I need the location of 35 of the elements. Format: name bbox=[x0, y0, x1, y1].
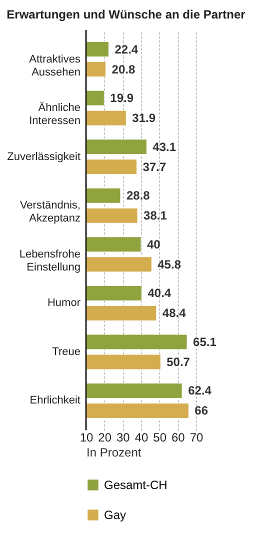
legend-label: Gay bbox=[104, 508, 126, 522]
data-label: 28.8 bbox=[126, 188, 150, 203]
y-tick-label: Attraktives Aussehen bbox=[29, 53, 81, 78]
legend-label: Gesamt-CH bbox=[104, 478, 168, 492]
data-label: 62.4 bbox=[188, 384, 212, 398]
x-tick-label: 70 bbox=[190, 430, 204, 444]
data-label: 20.8 bbox=[112, 62, 136, 76]
y-tick-label: Zuverlässigkeit bbox=[7, 150, 80, 163]
x-tick-label: 40 bbox=[134, 430, 148, 444]
x-tick-label: 30 bbox=[116, 430, 130, 444]
y-tick-label: Verständnis, Akzeptanz bbox=[20, 200, 80, 225]
data-label: 19.9 bbox=[110, 91, 134, 106]
y-tick-label: Ehrlichkeit bbox=[30, 394, 80, 407]
x-axis-title: In Prozent bbox=[86, 446, 142, 460]
x-tick-label: 10 bbox=[80, 430, 94, 444]
chart-title: Erwartungen und Wünsche an die Partner bbox=[6, 7, 246, 22]
y-tick-label: Ähnliche Interessen bbox=[29, 101, 80, 128]
y-tick-label: Humor bbox=[47, 297, 81, 310]
data-label: 50.7 bbox=[166, 354, 190, 369]
x-tick-label: 20 bbox=[98, 430, 112, 444]
data-label: 31.9 bbox=[132, 111, 156, 126]
x-tick-label: 60 bbox=[171, 430, 186, 444]
data-label: 37.7 bbox=[142, 160, 166, 174]
x-tick-label: 50 bbox=[153, 430, 167, 444]
data-label: 65.1 bbox=[193, 334, 217, 349]
data-label: 45.8 bbox=[158, 257, 182, 272]
data-label: 40.4 bbox=[148, 286, 172, 300]
data-label: 48.4 bbox=[162, 306, 186, 320]
data-label: 43.1 bbox=[152, 140, 176, 154]
data-label: 22.4 bbox=[114, 42, 138, 56]
y-tick-label: Treue bbox=[52, 346, 80, 358]
data-label: 40 bbox=[147, 237, 161, 252]
y-tick-label: Lebensfrohe Einstellung bbox=[19, 248, 80, 274]
data-label: 66 bbox=[194, 404, 208, 418]
data-label: 38.1 bbox=[144, 208, 168, 223]
